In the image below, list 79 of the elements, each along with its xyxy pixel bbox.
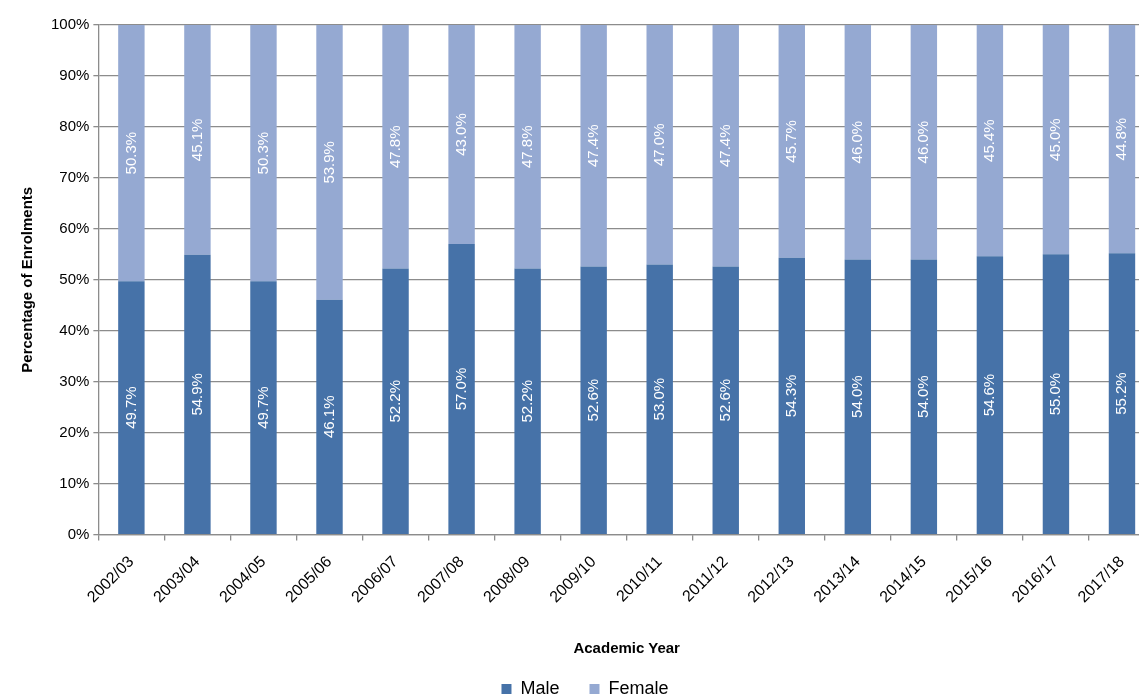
y-axis-title: Percentage of Enrolments bbox=[18, 186, 36, 373]
bar bbox=[382, 25, 409, 269]
bar bbox=[778, 257, 805, 534]
bar bbox=[1042, 25, 1070, 255]
y-tick-label: 40% bbox=[59, 320, 90, 338]
data-label: 44.8% bbox=[1112, 117, 1130, 161]
bar bbox=[976, 256, 1004, 534]
bar bbox=[316, 25, 343, 300]
bar bbox=[1108, 25, 1136, 254]
data-label: 47.0% bbox=[649, 123, 667, 167]
data-label: 55.0% bbox=[1046, 372, 1064, 416]
legend-label: Female bbox=[608, 677, 669, 695]
data-label: 47.4% bbox=[583, 124, 601, 168]
data-label: 54.3% bbox=[781, 374, 799, 418]
bar bbox=[118, 25, 145, 282]
bar bbox=[844, 25, 872, 260]
y-tick-label: 10% bbox=[59, 473, 90, 491]
data-label: 45.1% bbox=[187, 118, 205, 162]
x-axis-title: Academic Year bbox=[573, 639, 681, 657]
y-tick-label: 0% bbox=[67, 524, 90, 542]
data-label: 50.3% bbox=[253, 131, 271, 175]
y-tick-label: 100% bbox=[50, 15, 90, 33]
data-label: 45.0% bbox=[1046, 118, 1064, 161]
bar bbox=[184, 25, 211, 255]
data-label: 46.1% bbox=[319, 395, 337, 439]
y-tick-label: 30% bbox=[59, 371, 90, 389]
bar bbox=[580, 25, 607, 267]
bar bbox=[910, 259, 938, 534]
bar bbox=[580, 266, 607, 534]
bar bbox=[184, 254, 211, 534]
bar bbox=[712, 25, 739, 267]
data-label: 57.0% bbox=[451, 367, 469, 411]
y-tick-label: 90% bbox=[59, 66, 90, 84]
data-label: 55.2% bbox=[1112, 372, 1130, 415]
data-label: 50.3% bbox=[121, 131, 139, 175]
bar bbox=[514, 25, 541, 269]
bar bbox=[1042, 254, 1070, 534]
y-tick-label: 80% bbox=[59, 117, 90, 135]
bar bbox=[250, 281, 277, 534]
data-label: 45.7% bbox=[781, 120, 799, 163]
data-label: 54.6% bbox=[980, 373, 998, 417]
bar bbox=[448, 25, 475, 245]
data-label: 43.0% bbox=[451, 113, 469, 156]
bar bbox=[712, 266, 739, 534]
data-label: 45.4% bbox=[980, 119, 998, 162]
bar bbox=[976, 25, 1004, 257]
data-label: 46.0% bbox=[914, 120, 931, 164]
data-label: 52.6% bbox=[715, 378, 733, 422]
data-label: 47.8% bbox=[517, 125, 535, 169]
bar bbox=[910, 25, 938, 260]
bar bbox=[250, 25, 277, 282]
bar bbox=[646, 264, 673, 534]
data-label: 49.7% bbox=[121, 386, 139, 429]
data-label: 46.0% bbox=[847, 120, 865, 164]
bar bbox=[514, 268, 541, 534]
y-tick-label: 20% bbox=[59, 422, 90, 440]
bar bbox=[382, 268, 409, 534]
data-label: 52.2% bbox=[385, 379, 403, 423]
data-label: 54.0% bbox=[847, 375, 865, 418]
bar bbox=[778, 25, 805, 258]
bar bbox=[1108, 253, 1136, 534]
data-label: 47.4% bbox=[715, 124, 733, 168]
y-tick-label: 60% bbox=[59, 218, 90, 236]
data-label: 53.9% bbox=[319, 141, 337, 184]
data-label: 52.2% bbox=[517, 379, 535, 423]
data-label: 53.0% bbox=[649, 377, 667, 421]
data-label: 52.6% bbox=[583, 378, 601, 422]
bar bbox=[646, 25, 673, 265]
y-tick-label: 70% bbox=[59, 168, 90, 185]
data-label: 54.0% bbox=[914, 375, 931, 418]
bar bbox=[316, 299, 343, 534]
bar bbox=[844, 259, 872, 534]
data-label: 49.7% bbox=[253, 386, 271, 429]
bar bbox=[448, 244, 475, 534]
data-label: 54.9% bbox=[187, 373, 205, 416]
data-label: 47.8% bbox=[385, 125, 403, 169]
legend-label: Male bbox=[520, 677, 560, 695]
bar bbox=[118, 281, 145, 534]
y-tick-label: 50% bbox=[59, 269, 90, 287]
